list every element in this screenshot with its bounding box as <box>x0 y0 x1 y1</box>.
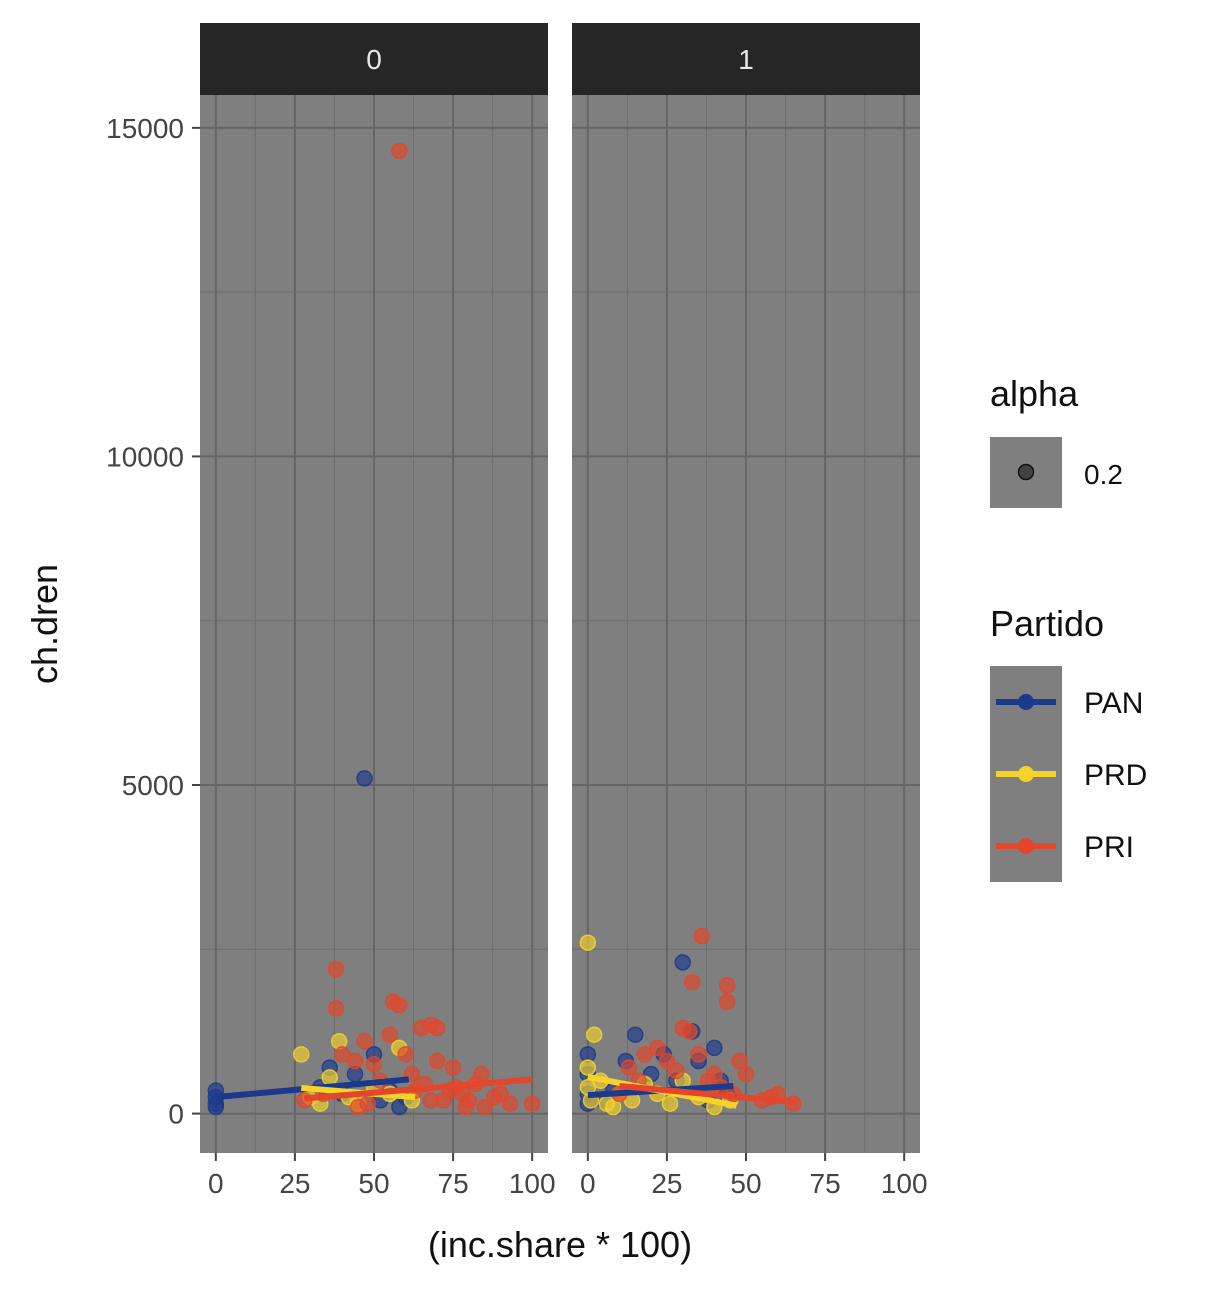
data-point-pri <box>706 1065 723 1083</box>
legend-key-point-prd <box>1018 766 1034 782</box>
data-point-pri <box>356 1033 373 1050</box>
data-point-pan <box>627 1026 644 1043</box>
legend-key-point-pan <box>1018 694 1034 710</box>
facet-strip-0 <box>200 23 548 95</box>
facet-strip-1 <box>572 23 920 95</box>
data-point-pri <box>327 1000 345 1017</box>
y-tick-label: 15000 <box>106 113 184 144</box>
data-point-pri <box>492 1085 509 1103</box>
y-axis-title: ch.dren <box>24 564 65 684</box>
data-point-pri <box>731 1052 748 1070</box>
data-point-pri <box>334 1046 351 1063</box>
legend-key-point-pri <box>1018 838 1034 854</box>
data-point-pri <box>327 960 345 978</box>
legend-alpha-point <box>1017 463 1035 481</box>
data-point-pan <box>356 770 373 787</box>
x-tick-label: 50 <box>730 1168 761 1199</box>
data-point-prd <box>661 1095 679 1112</box>
y-tick-label: 0 <box>168 1099 184 1130</box>
data-point-pri <box>501 1095 519 1112</box>
data-point-pri <box>620 1059 638 1076</box>
facet-panel-1: 1 0 25 50 75 100 <box>572 23 928 1199</box>
data-point-pri <box>683 973 701 991</box>
x-tick-label: 100 <box>881 1168 928 1199</box>
x-tick-label: 0 <box>208 1168 224 1199</box>
data-point-pri <box>668 1062 685 1080</box>
x-tick-label: 25 <box>651 1168 682 1199</box>
y-tick-label: 10000 <box>106 441 184 472</box>
legend-party-title: Partido <box>990 603 1104 644</box>
data-point-pan <box>706 1039 723 1057</box>
x-tick-label: 50 <box>358 1168 389 1199</box>
data-point-pri <box>346 1052 364 1070</box>
y-tick-label: 5000 <box>122 770 184 801</box>
data-point-pri <box>429 1019 446 1037</box>
data-point-pri <box>658 1052 676 1070</box>
data-point-pri <box>649 1039 666 1057</box>
data-point-pri <box>381 1026 399 1043</box>
data-point-prd <box>579 934 597 951</box>
data-point-pri <box>718 977 736 994</box>
data-point-pri <box>636 1046 654 1063</box>
legend: alpha 0.2 Partido PAN PRD PRI <box>990 373 1147 882</box>
data-point-pri <box>680 1023 698 1040</box>
x-tick-label: 75 <box>438 1168 469 1199</box>
data-point-pri <box>365 1056 383 1073</box>
data-point-prd <box>321 1069 338 1086</box>
x-tick-label: 75 <box>810 1168 841 1199</box>
data-point-pri <box>690 1046 707 1063</box>
x-tick-label: 100 <box>509 1168 556 1199</box>
facet-strip-label: 0 <box>366 44 382 75</box>
legend-alpha-value: 0.2 <box>1084 459 1123 490</box>
data-point-pri <box>422 1092 440 1109</box>
data-point-pri <box>444 1059 462 1076</box>
data-point-pri <box>457 1098 474 1116</box>
data-point-prd <box>604 1098 622 1116</box>
data-point-pan <box>207 1098 225 1116</box>
data-point-pri <box>473 1065 490 1083</box>
trend-line-pri <box>619 1082 797 1106</box>
trend-line-pri <box>304 1076 533 1102</box>
data-point-pri <box>476 1098 493 1116</box>
x-tick-label: 0 <box>580 1168 596 1199</box>
x-tick-label: 25 <box>279 1168 310 1199</box>
legend-alpha-title: alpha <box>990 373 1079 414</box>
legend-label-pri: PRI <box>1084 831 1134 864</box>
data-point-pri <box>359 1095 376 1112</box>
legend-label-prd: PRD <box>1084 759 1147 792</box>
facet-panel-0: 0 0 25 50 75 100 <box>200 23 556 1199</box>
data-point-prd <box>585 1026 603 1043</box>
data-point-pan <box>674 954 691 971</box>
data-point-pri <box>391 142 408 160</box>
facet-strip-label: 1 <box>738 44 754 75</box>
data-point-pri <box>737 1065 755 1083</box>
data-point-prd <box>292 1046 310 1063</box>
data-point-pri <box>429 1052 446 1070</box>
data-point-pri <box>523 1095 541 1112</box>
data-point-pri <box>397 1046 414 1063</box>
legend-label-pan: PAN <box>1084 687 1143 720</box>
data-point-prd <box>579 1059 597 1076</box>
data-point-pri <box>391 996 408 1014</box>
data-point-pri <box>693 927 710 945</box>
x-axis-title: (inc.share * 100) <box>428 1224 692 1265</box>
data-point-pri <box>718 993 736 1011</box>
